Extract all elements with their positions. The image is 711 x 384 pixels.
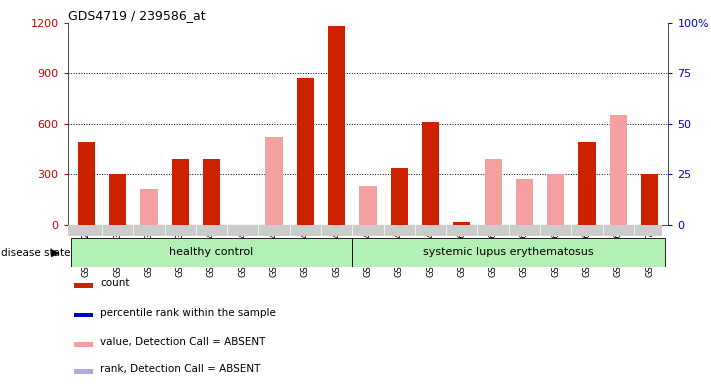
Bar [171, 159, 189, 225]
Bar [77, 142, 95, 225]
Bar [328, 26, 346, 225]
Bar [203, 159, 220, 225]
Bar [140, 189, 158, 225]
Text: count: count [100, 278, 130, 288]
Bar [390, 167, 408, 225]
Bar [515, 179, 533, 225]
Text: percentile rank within the sample: percentile rank within the sample [100, 308, 277, 318]
Text: rank, Detection Call = ABSENT: rank, Detection Call = ABSENT [100, 364, 261, 374]
Bar [73, 313, 93, 317]
Bar [73, 283, 93, 288]
Bar [352, 238, 665, 267]
Bar [70, 238, 352, 267]
Bar [641, 174, 658, 225]
Bar [422, 122, 439, 225]
Bar [547, 174, 565, 225]
Text: ▶: ▶ [50, 248, 59, 258]
Bar [265, 137, 283, 225]
Bar [484, 159, 502, 225]
Bar [359, 186, 377, 225]
Bar [73, 342, 93, 347]
Bar [73, 369, 93, 374]
Text: GDS4719 / 239586_at: GDS4719 / 239586_at [68, 9, 205, 22]
Text: value, Detection Call = ABSENT: value, Detection Call = ABSENT [100, 337, 266, 347]
Text: healthy control: healthy control [169, 247, 254, 258]
Bar [609, 116, 627, 225]
Bar [453, 222, 471, 225]
Bar [296, 78, 314, 225]
Bar [109, 174, 127, 225]
Text: systemic lupus erythematosus: systemic lupus erythematosus [424, 247, 594, 258]
Text: disease state: disease state [1, 248, 70, 258]
Bar [578, 142, 596, 225]
